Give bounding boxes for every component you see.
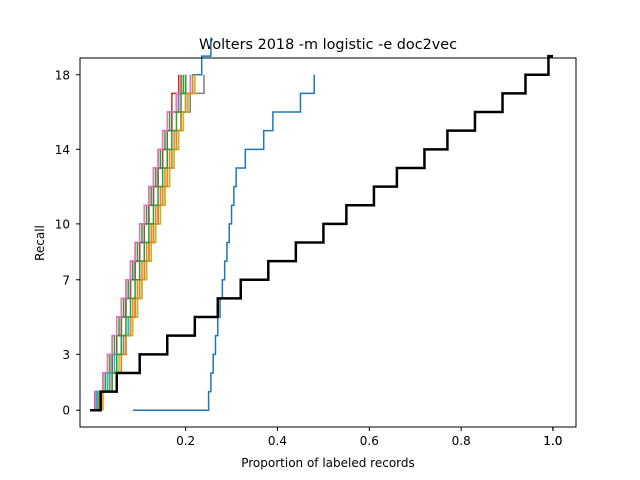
- series-line-11: [132, 74, 315, 411]
- x-tick-label: 1.0: [543, 434, 562, 448]
- x-tick-label: 1.0: [543, 434, 562, 448]
- series-line-13: [99, 74, 187, 411]
- chart-title: Wolters 2018 -m logistic -e doc2vec: [199, 37, 457, 53]
- x-axis-label: Proportion of labeled records: [241, 456, 415, 470]
- x-tick-label: 0.4: [268, 434, 287, 448]
- x-tick-label: 0.2: [176, 434, 195, 448]
- y-tick-label: 10: [55, 217, 70, 231]
- y-axis-label: Recall: [33, 225, 47, 261]
- x-tick-label: 0.8: [452, 434, 471, 448]
- series-line-12: [102, 74, 194, 411]
- y-tick-label: 14: [55, 143, 70, 157]
- y-tick-label: 0: [62, 404, 70, 418]
- y-tick-label: 3: [62, 348, 70, 362]
- x-tick-label: 0.6: [360, 434, 379, 448]
- plot-lines: [90, 37, 554, 412]
- series-line-7: [94, 74, 191, 411]
- series-line-14: [90, 54, 554, 412]
- y-tick-label: 18: [55, 68, 70, 82]
- y-tick-label: 7: [62, 273, 70, 287]
- plot-frame: [79, 57, 577, 428]
